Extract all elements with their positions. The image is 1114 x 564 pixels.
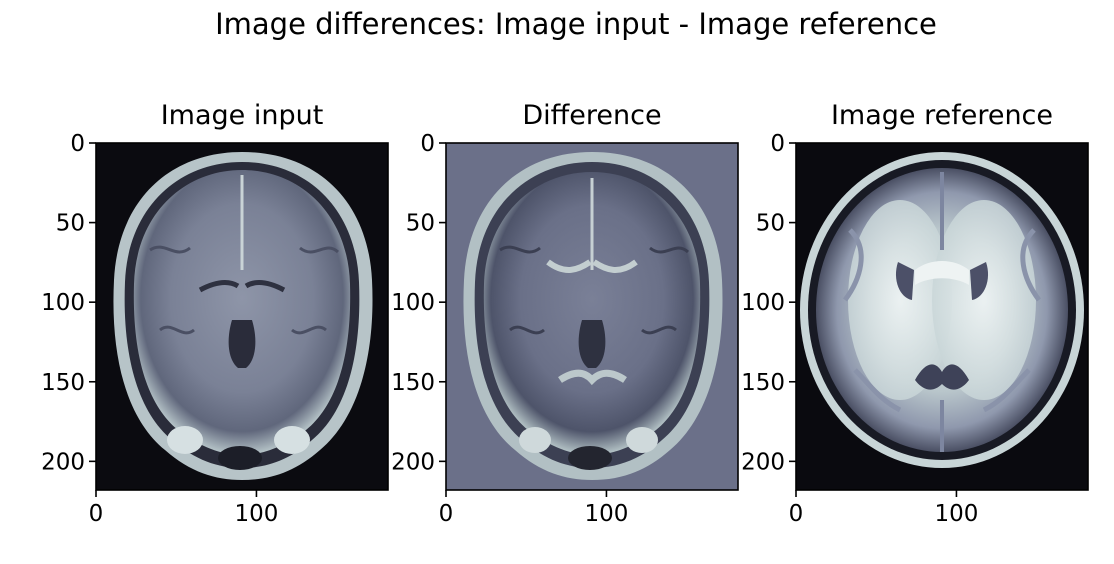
axis-image-reference: 0 100 0 50 100 150 200 bbox=[741, 131, 978, 527]
panel-title-difference: Difference bbox=[522, 100, 661, 131]
image-reference-picture bbox=[796, 143, 1088, 490]
x-tick-label-reference-0: 0 bbox=[789, 501, 804, 527]
axes-frame-image-input bbox=[95, 142, 389, 491]
image-input-picture bbox=[96, 143, 388, 490]
x-tick-label-input-0: 0 bbox=[89, 501, 104, 527]
y-tick-label-input-50: 50 bbox=[56, 211, 85, 237]
y-tick-label-difference-0: 0 bbox=[420, 131, 435, 157]
y-tick-label-reference-200: 200 bbox=[741, 449, 785, 475]
y-tick-label-difference-200: 200 bbox=[391, 449, 435, 475]
y-tick-label-input-0: 0 bbox=[70, 131, 85, 157]
axes-frame-difference bbox=[445, 142, 739, 491]
x-tick-label-difference-0: 0 bbox=[439, 501, 454, 527]
y-tick-label-input-200: 200 bbox=[41, 449, 85, 475]
panel-title-image-input: Image input bbox=[161, 100, 324, 131]
axis-difference: 0 100 0 50 100 150 200 bbox=[391, 131, 628, 527]
difference-picture bbox=[446, 143, 738, 490]
y-tick-label-reference-50: 50 bbox=[756, 211, 785, 237]
panel-difference: Difference 0 100 0 50 100 150 200 bbox=[391, 100, 739, 527]
y-tick-label-reference-100: 100 bbox=[741, 290, 785, 316]
panel-image-reference: Image reference 0 100 0 50 100 150 200 bbox=[741, 100, 1089, 527]
panel-title-image-reference: Image reference bbox=[831, 100, 1053, 131]
x-tick-label-reference-100: 100 bbox=[934, 501, 978, 527]
y-tick-label-difference-100: 100 bbox=[391, 290, 435, 316]
figure-title: Image differences: Image input - Image r… bbox=[215, 7, 937, 41]
axis-image-input: 0 100 0 50 100 150 200 bbox=[41, 131, 278, 527]
y-tick-label-reference-0: 0 bbox=[770, 131, 785, 157]
x-tick-label-difference-100: 100 bbox=[584, 501, 628, 527]
y-tick-label-difference-50: 50 bbox=[406, 211, 435, 237]
panel-image-input: Image input 0 100 0 50 100 150 200 bbox=[41, 100, 389, 527]
y-tick-label-input-150: 150 bbox=[41, 370, 85, 396]
axes-frame-image-reference bbox=[795, 142, 1089, 491]
x-tick-label-input-100: 100 bbox=[234, 501, 278, 527]
y-tick-label-difference-150: 150 bbox=[391, 370, 435, 396]
y-tick-label-input-100: 100 bbox=[41, 290, 85, 316]
y-tick-label-reference-150: 150 bbox=[741, 370, 785, 396]
